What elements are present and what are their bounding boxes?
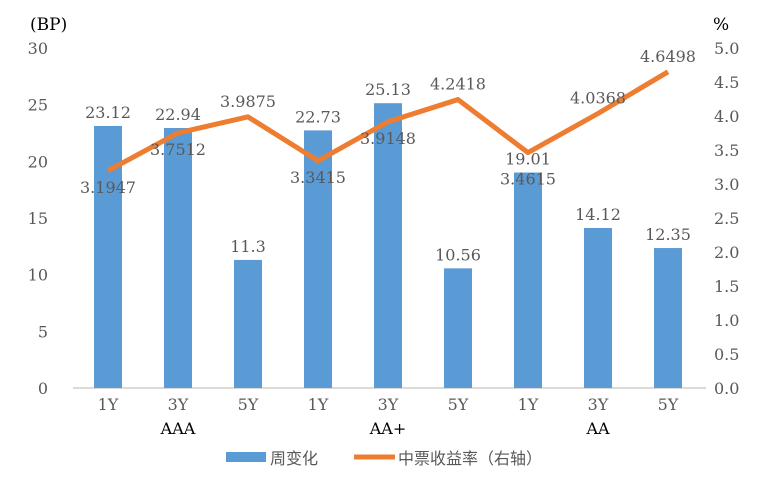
legend: 周变化 中票收益率（右轴）	[226, 449, 542, 468]
bar	[514, 172, 542, 388]
bar-data-label: 25.13	[365, 80, 411, 99]
left-tick-label: 30	[28, 39, 48, 58]
right-tick-label: 4.5	[714, 73, 739, 92]
bar	[234, 259, 262, 388]
bar-data-label: 22.73	[295, 107, 341, 126]
bar	[654, 248, 682, 388]
group-label: AAA	[160, 419, 196, 438]
x-tick-label: 3Y	[588, 395, 609, 414]
left-tick-label: 5	[38, 322, 48, 341]
right-tick-label: 2.0	[714, 243, 739, 262]
bar	[584, 227, 612, 388]
left-tick-label: 15	[28, 209, 48, 228]
left-tick-label: 10	[28, 266, 48, 285]
bar-data-label: 11.3	[230, 237, 266, 256]
legend-bar-label: 周变化	[270, 449, 318, 468]
group-label: AA	[585, 419, 610, 438]
line-data-label: 3.7512	[150, 140, 206, 159]
right-tick-label: 0.0	[714, 379, 739, 398]
legend-bar-swatch	[226, 452, 266, 462]
bar-data-label: 23.12	[85, 103, 131, 122]
line-data-label: 3.9875	[220, 92, 276, 111]
right-axis-label: %	[713, 15, 729, 35]
x-tick-label: 1Y	[308, 395, 329, 414]
line-data-label: 3.9148	[360, 129, 416, 148]
left-tick-label: 0	[38, 379, 48, 398]
group-label: AA+	[369, 419, 407, 438]
bar	[374, 103, 402, 389]
line-data-label: 3.1947	[80, 178, 136, 197]
line-series	[106, 69, 670, 173]
bar-data-label: 14.12	[575, 205, 621, 224]
right-tick-label: 1.0	[714, 311, 739, 330]
right-tick-label: 2.5	[714, 209, 739, 228]
line-data-label: 4.2418	[430, 75, 486, 94]
bar	[444, 268, 472, 388]
bar-data-label: 22.94	[155, 105, 201, 124]
left-axis-label: (BP)	[30, 15, 67, 35]
left-tick-label: 20	[28, 152, 48, 171]
line-data-label: 4.6498	[640, 47, 696, 66]
line-data-label: 3.4615	[500, 170, 556, 189]
legend-line-label: 中票收益率（右轴）	[398, 449, 542, 468]
right-tick-label: 4.0	[714, 107, 739, 126]
right-tick-label: 3.0	[714, 175, 739, 194]
bar	[164, 128, 192, 388]
x-tick-label: 1Y	[98, 395, 119, 414]
x-tick-label: 3Y	[378, 395, 399, 414]
x-tick-label: 5Y	[658, 395, 679, 414]
right-tick-label: 1.5	[714, 277, 739, 296]
x-tick-label: 3Y	[168, 395, 189, 414]
right-tick-label: 3.5	[714, 141, 739, 160]
right-tick-label: 5.0	[714, 39, 739, 58]
bar	[304, 130, 332, 389]
x-tick-label: 5Y	[448, 395, 469, 414]
right-tick-label: 0.5	[714, 345, 739, 364]
bar-data-label: 10.56	[435, 245, 481, 264]
left-tick-label: 25	[28, 96, 48, 115]
x-tick-label: 1Y	[518, 395, 539, 414]
bar-data-label: 12.35	[645, 225, 691, 244]
x-tick-label: 5Y	[238, 395, 259, 414]
line-data-label: 3.3415	[290, 168, 346, 187]
line-data-label: 4.0368	[570, 88, 626, 107]
bar-data-label: 19.01	[505, 150, 551, 169]
